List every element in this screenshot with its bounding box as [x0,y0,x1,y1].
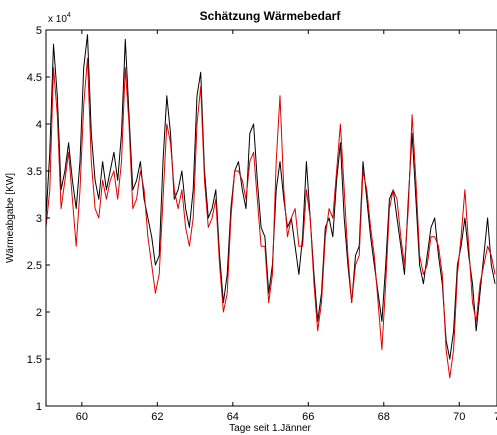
x-tick-label: 68 [378,411,390,423]
y-tick-label: 4 [36,119,42,131]
chart-title: Schätzung Wärmebedarf [200,9,342,23]
x-tick-label: 7 [494,411,497,423]
y-multiplier-label: x 104 [48,12,71,25]
y-tick-label: 2 [36,307,42,319]
x-axis-label: Tage seit 1.Jänner [229,423,311,434]
axes-layer: 60 62 64 66 68 70 7 1 1.5 2 2.5 3 3.5 4 4.5 5 [27,25,497,423]
x-tick-label: 64 [227,411,239,423]
x-tick-label: 70 [453,411,465,423]
x-tick-label: 60 [76,411,88,423]
y-tick-label: 1 [36,401,42,413]
x-tick-label: 62 [151,411,163,423]
y-tick-label: 5 [36,25,42,37]
series-line-1 [46,34,496,360]
x-tick-label: 66 [302,411,314,423]
y-tick-label: 2.5 [27,260,42,272]
y-tick-label: 4.5 [27,72,42,84]
y-tick-label: 3 [36,213,42,225]
series-line-2 [46,57,496,379]
y-tick-label: 1.5 [27,354,42,366]
series-layer [46,34,496,379]
y-tick-label: 3.5 [27,166,42,178]
y-axis-label: Wärmeabgabe [KW] [5,173,16,263]
plot-clip-group [46,34,496,379]
